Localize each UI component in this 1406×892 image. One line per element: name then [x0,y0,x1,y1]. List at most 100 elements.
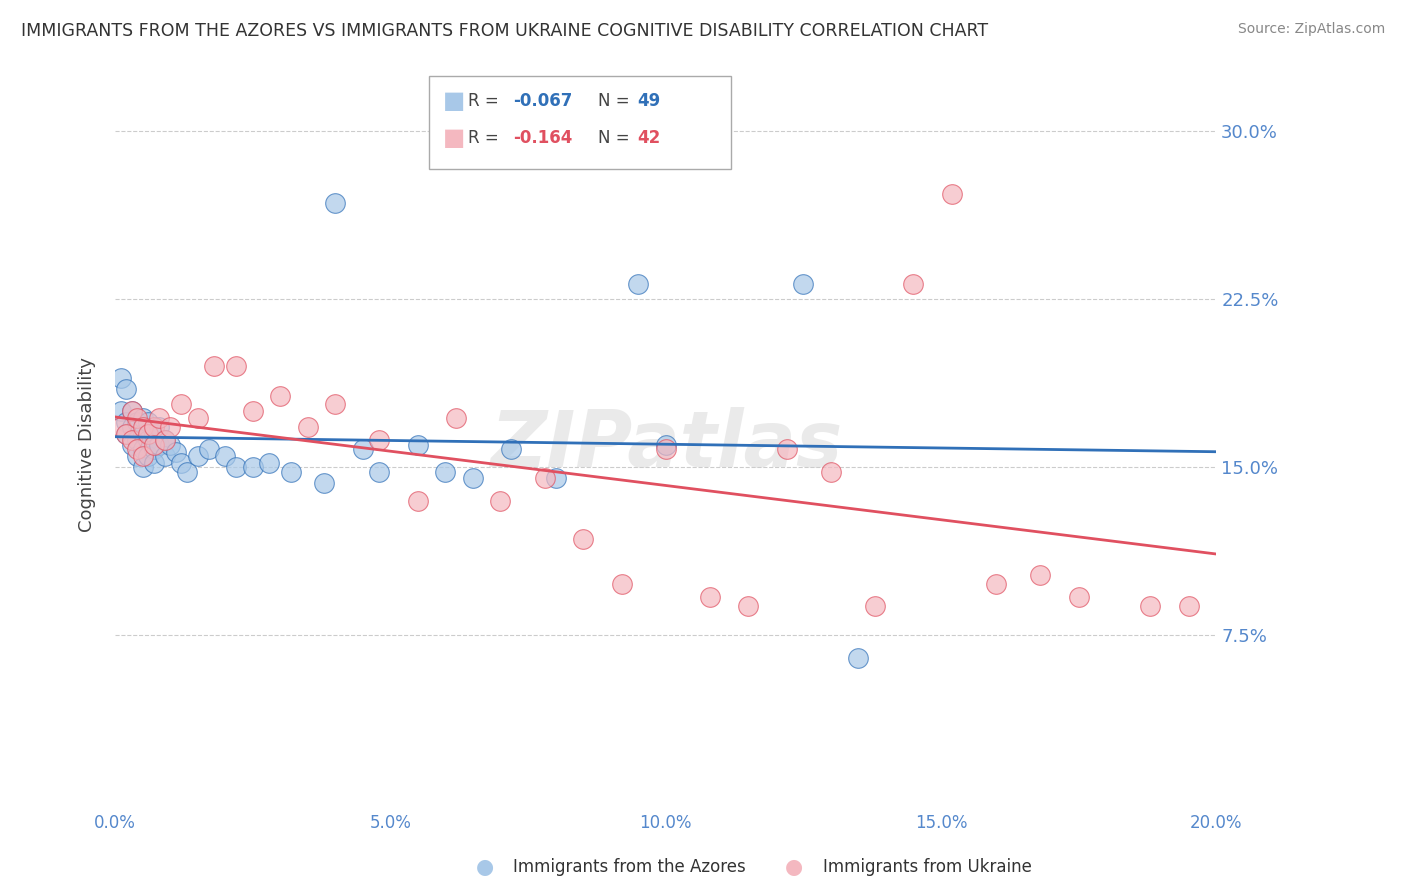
Point [142,426,165,441]
Point [257,456,280,470]
Point [170,397,193,411]
Point [572,532,595,546]
Point [176,465,198,479]
Point [941,186,963,201]
Point [159,438,181,452]
Point [214,449,236,463]
Point [125,449,148,463]
Point [142,420,165,434]
Point [984,576,1007,591]
Point [110,404,132,418]
Point [125,411,148,425]
Point [1177,599,1199,614]
Point [533,471,555,485]
Point [323,195,346,210]
Point [110,420,132,434]
Text: 42: 42 [637,129,661,147]
Point [297,420,319,434]
Point [269,388,291,402]
Point [125,442,148,457]
Text: -0.067: -0.067 [513,92,572,110]
Point [136,426,159,441]
Point [225,460,247,475]
Point [121,438,143,452]
Point [187,449,209,463]
Point [654,438,676,452]
Point [446,411,468,425]
Point [131,460,153,475]
Point [131,449,153,463]
Text: Source: ZipAtlas.com: Source: ZipAtlas.com [1237,22,1385,37]
Point [489,493,512,508]
Point [1067,590,1090,604]
Text: ZIPatlas: ZIPatlas [489,407,842,483]
Point [776,442,799,457]
Point [170,456,193,470]
Point [136,416,159,430]
Point [121,404,143,418]
Point [699,590,721,604]
Point [131,442,153,457]
Point [434,465,457,479]
Point [121,404,143,418]
Point [1029,567,1052,582]
Point [848,650,870,665]
Point [142,438,165,452]
Point [142,442,165,457]
Text: ●: ● [786,857,803,877]
Text: ■: ■ [443,89,465,112]
Point [136,449,159,463]
Point [136,434,159,448]
Point [142,456,165,470]
Point [165,444,187,458]
Point [280,465,302,479]
Point [544,471,567,485]
Point [121,420,143,434]
Point [187,411,209,425]
Point [903,277,925,291]
Point [368,465,391,479]
Text: IMMIGRANTS FROM THE AZORES VS IMMIGRANTS FROM UKRAINE COGNITIVE DISABILITY CORRE: IMMIGRANTS FROM THE AZORES VS IMMIGRANTS… [21,22,988,40]
Point [131,426,153,441]
Text: ■: ■ [443,127,465,150]
Point [121,434,143,448]
Point [368,434,391,448]
Point [610,576,633,591]
Point [148,438,170,452]
Point [627,277,650,291]
Point [159,420,181,434]
Point [792,277,814,291]
Point [406,438,429,452]
Point [737,599,759,614]
Point [115,426,138,441]
Text: N =: N = [598,92,634,110]
Point [314,475,336,490]
Point [242,404,264,418]
Point [197,442,219,457]
Text: ●: ● [477,857,494,877]
Point [148,411,170,425]
Point [352,442,374,457]
Point [501,442,523,457]
Point [153,434,176,448]
Point [131,420,153,434]
Point [148,420,170,434]
Point [153,434,176,448]
Point [202,359,225,374]
Point [654,442,676,457]
Point [115,426,138,441]
Point [115,382,138,396]
Point [406,493,429,508]
Point [125,416,148,430]
Text: R =: R = [468,129,505,147]
Text: 49: 49 [637,92,661,110]
Point [131,411,153,425]
Point [820,465,842,479]
Y-axis label: Cognitive Disability: Cognitive Disability [79,358,96,533]
Point [461,471,484,485]
Text: N =: N = [598,129,634,147]
Text: Immigrants from Ukraine: Immigrants from Ukraine [823,858,1032,876]
Point [225,359,247,374]
Point [110,370,132,384]
Text: R =: R = [468,92,505,110]
